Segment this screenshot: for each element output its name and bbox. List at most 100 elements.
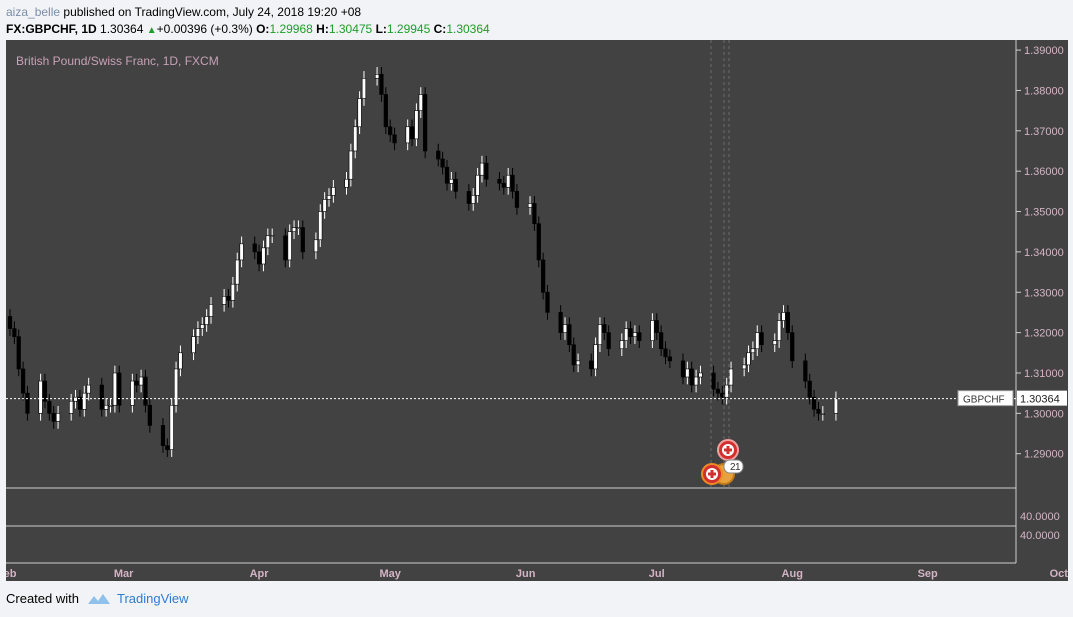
candle-body [654, 320, 659, 333]
candle-body [134, 380, 139, 386]
candle-body [108, 404, 113, 407]
candle-body [300, 227, 305, 253]
candle-body [55, 413, 61, 422]
candle-body [414, 110, 419, 140]
candle-body [195, 328, 201, 337]
candle-body [239, 243, 244, 261]
candle-body [728, 368, 734, 386]
y-tick-label: 1.33000 [1024, 287, 1064, 299]
candle-body [318, 211, 323, 241]
candle-body [12, 328, 17, 337]
candle-body [283, 235, 288, 261]
candle-body [405, 126, 410, 144]
candle-body [545, 291, 550, 313]
candle-body [711, 372, 716, 390]
x-tick-label: May [379, 568, 401, 580]
candle-body [112, 372, 117, 406]
y-tick-label: 1.36000 [1024, 166, 1064, 178]
last-price: 1.30364 [100, 22, 144, 36]
x-tick-label: Jul [649, 568, 665, 580]
candle-body [173, 368, 179, 406]
quote-line: FX:GBPCHF, 1D 1.30364 ▲+0.00396 (+0.3%) … [6, 21, 490, 38]
candle-body [51, 413, 56, 422]
candle-body [785, 312, 790, 333]
candle-body [160, 425, 166, 446]
candle-body [82, 392, 87, 410]
candle-body [444, 166, 450, 184]
chart-title: British Pound/Swiss Franc, 1D, FXCM [16, 54, 219, 68]
candle-body [169, 404, 174, 450]
high-value: 1.30475 [328, 22, 373, 36]
candle-body [484, 162, 489, 180]
candle-body [7, 316, 13, 329]
candle-body [637, 332, 642, 341]
y-tick-label: 1.30000 [1024, 408, 1064, 420]
candle-body [453, 178, 458, 192]
candle-body [379, 74, 384, 95]
candle-body [331, 187, 336, 196]
candle-body [510, 174, 515, 192]
candle-body [650, 320, 655, 341]
candle-body [514, 191, 520, 208]
last-price-tag [1017, 390, 1067, 406]
candles [7, 67, 839, 457]
candle-body [715, 388, 721, 394]
candle-body [418, 94, 423, 111]
candle-body [750, 348, 755, 354]
y-tick-label: 1.39000 [1024, 45, 1064, 57]
candle-body [632, 332, 638, 337]
candle-body [69, 400, 74, 414]
price-axis: 1.39000 1.38000 1.37000 1.36000 1.35000 1.340… [1016, 45, 1064, 461]
symbol-price-tag-label: GBPCHF [963, 395, 1005, 406]
candle-body [326, 195, 332, 200]
time-axis: eb Mar Apr May Jun Jul Aug Sep Oct [6, 568, 1068, 580]
candle-body [322, 199, 327, 212]
x-tick-label: Apr [250, 568, 270, 580]
candle-body [261, 247, 266, 265]
candle-body [466, 191, 471, 204]
candle-body [724, 384, 729, 398]
price-change: +0.00396 (+0.3%) [156, 22, 253, 36]
candle-body [291, 227, 297, 233]
candle-body [475, 174, 480, 196]
candle-body [353, 126, 358, 152]
candle-body [409, 126, 415, 140]
candle-body [388, 126, 393, 136]
header: aiza_belle published on TradingView.com,… [6, 4, 490, 38]
candle-body [501, 182, 506, 188]
publish-line: aiza_belle published on TradingView.com,… [6, 4, 490, 21]
candle-body [597, 324, 603, 346]
published-text: published on TradingView.com, July 24, 2… [63, 5, 362, 19]
tradingview-link[interactable]: TradingView [116, 591, 189, 606]
candle-body [374, 74, 380, 79]
low-label: L: [375, 22, 387, 36]
username-link[interactable]: aiza_belle [6, 5, 61, 19]
event-marker-orange[interactable]: 2 1 [701, 459, 744, 485]
candle-body [230, 283, 235, 301]
y-tick-label: 1.31000 [1024, 368, 1064, 380]
candle-body [222, 295, 227, 305]
candle-body [571, 344, 576, 366]
candle-body [47, 400, 52, 414]
candle-body [77, 396, 83, 410]
candle-body [16, 336, 21, 370]
x-tick-label: Oct [1050, 568, 1068, 580]
y-tick-label: 1.32000 [1024, 328, 1064, 340]
candle-body [803, 360, 808, 382]
candle-body [820, 413, 825, 415]
candle-body [436, 150, 441, 160]
price-chart[interactable]: British Pound/Swiss Franc, 1D, FXCM 1.39… [6, 40, 1068, 581]
candle-body [816, 408, 821, 414]
y-tick-label: 1.38000 [1024, 85, 1064, 97]
indicator-value-2: 40.0000 [1020, 530, 1060, 542]
open-label: O: [256, 22, 270, 36]
event-marker-red[interactable] [717, 439, 739, 461]
candle-body [99, 384, 104, 410]
event-count-1: 2 [730, 462, 736, 473]
candle-body [506, 174, 511, 188]
candle-body [423, 94, 428, 152]
candle-body [139, 376, 144, 386]
candle-body [344, 178, 349, 188]
candle-body [667, 356, 672, 362]
candle-body [602, 324, 607, 333]
